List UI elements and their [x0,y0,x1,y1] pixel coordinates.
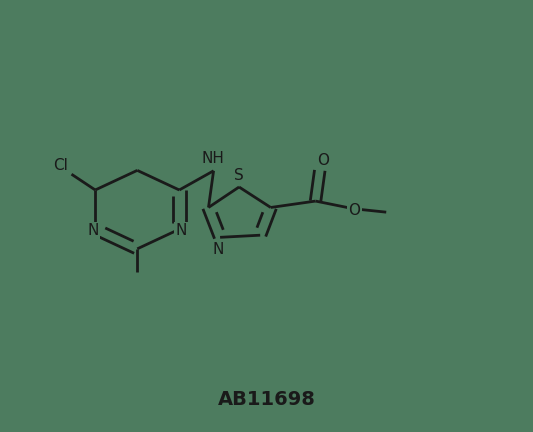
Text: Cl: Cl [53,158,68,173]
Text: AB11698: AB11698 [217,390,316,409]
Text: N: N [87,223,99,238]
Text: S: S [234,168,244,184]
Text: N: N [176,223,187,238]
Text: N: N [212,242,224,257]
Text: O: O [317,153,329,168]
Text: NH: NH [201,151,224,166]
Text: O: O [349,203,361,218]
